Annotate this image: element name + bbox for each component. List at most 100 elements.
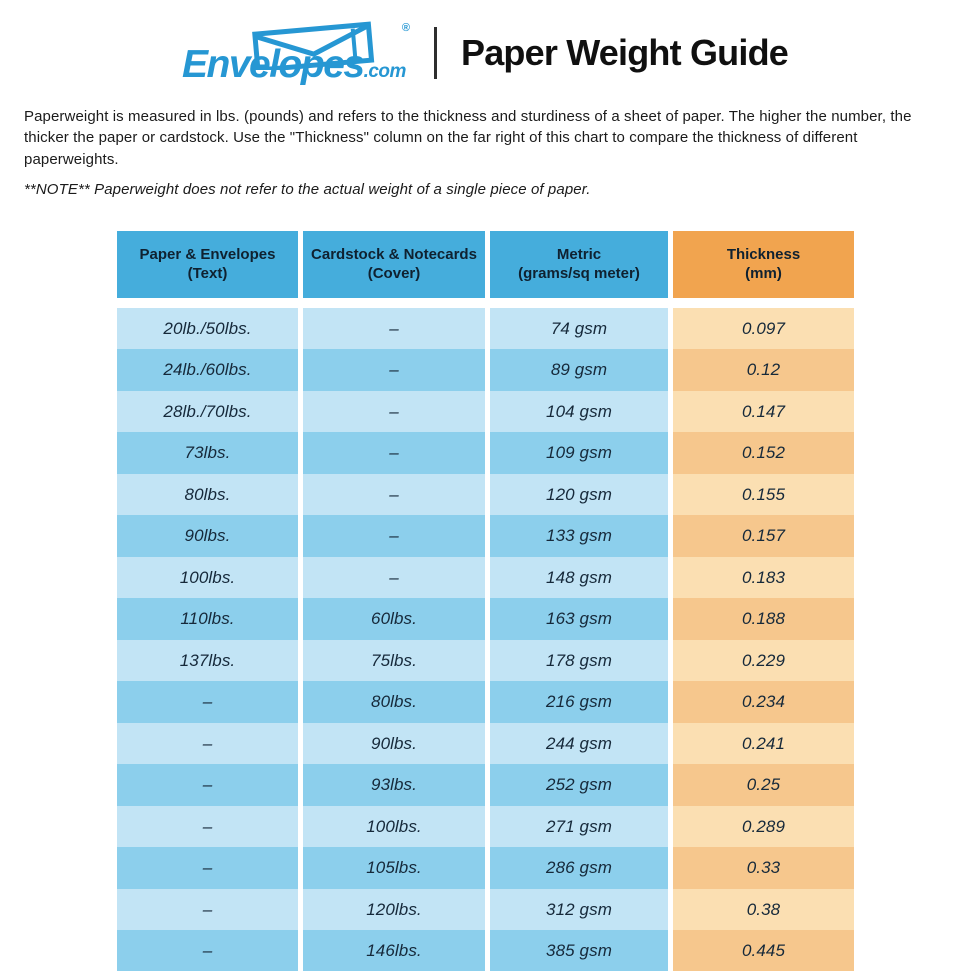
table-cell: 0.289 (673, 805, 854, 848)
table-cell: 271 gsm (490, 805, 668, 848)
table-row: –146lbs. 385 gsm 0.445 (117, 930, 854, 971)
table-cell: 90lbs. (117, 515, 298, 557)
table-cell: 89 gsm (490, 349, 668, 391)
column-subtitle: (Text) (187, 265, 228, 283)
table-cell: 0.234 (673, 681, 854, 723)
table-row: 24lb./60lbs. –89 gsm 0.12 (117, 349, 854, 391)
table-cell: 133 gsm (490, 515, 668, 557)
table-cell: 0.188 (673, 598, 854, 640)
table-cell: 252 gsm (490, 764, 668, 806)
table-cell: 163 gsm (490, 598, 668, 640)
table-row: 110lbs. 60lbs. 163 gsm 0.188 (117, 598, 854, 640)
table-cell: – (303, 432, 485, 474)
table-cell: – (117, 888, 298, 931)
table-cell: 0.183 (673, 556, 854, 599)
table-cell: 109 gsm (490, 432, 668, 474)
table-row: 137lbs. 75lbs. 178 gsm 0.229 (117, 639, 854, 682)
column-subtitle: (mm) (745, 265, 782, 283)
table-cell: 20lb./50lbs. (117, 307, 298, 350)
table-cell: 24lb./60lbs. (117, 349, 298, 391)
table-row: –105lbs. 286 gsm 0.33 (117, 847, 854, 889)
table-cell: 146lbs. (303, 930, 485, 971)
table-cell: 75lbs. (303, 639, 485, 682)
table-cell: 312 gsm (490, 888, 668, 931)
table-cell: 73lbs. (117, 432, 298, 474)
table-header-row: Paper & Envelopes (Text) Cardstock & Notec… (117, 230, 854, 298)
intro-note: **NOTE** Paperweight does not refer to t… (24, 180, 591, 198)
envelope-icon (252, 21, 375, 70)
column-header-1: Cardstock & Notecards (Cover) (303, 230, 485, 298)
page-title: Paper Weight Guide (461, 32, 789, 73)
table-cell: 244 gsm (490, 722, 668, 765)
table-cell: 0.229 (673, 639, 854, 682)
table-cell: – (303, 307, 485, 350)
table-cell: – (303, 556, 485, 599)
table-row: 80lbs. –120 gsm 0.155 (117, 473, 854, 516)
paper-weight-table: Paper & Envelopes (Text) Cardstock & Notec… (117, 230, 854, 971)
column-title: Thickness (726, 246, 801, 264)
table-cell: – (117, 722, 298, 765)
brand-tld: .com (363, 61, 407, 82)
table-cell: – (303, 349, 485, 391)
table-row: –120lbs. 312 gsm 0.38 (117, 888, 854, 931)
table-row: 28lb./70lbs. –104 gsm 0.147 (117, 390, 854, 433)
table-cell: 137lbs. (117, 639, 298, 682)
table-cell: 100lbs. (303, 805, 485, 848)
brand-word: Envelopes (182, 43, 365, 86)
table-cell: 0.241 (673, 722, 854, 765)
table-cell: 216 gsm (490, 681, 668, 723)
table-cell: 80lbs. (303, 681, 485, 723)
table-cell: – (117, 930, 298, 971)
header-divider (434, 27, 437, 79)
table-body: 20lb./50lbs. –74 gsm 0.097 24lb./60lbs. –89 … (117, 307, 854, 971)
table-cell: 90lbs. (303, 722, 485, 765)
table-cell: 385 gsm (490, 930, 668, 971)
column-header-0: Paper & Envelopes (Text) (117, 230, 298, 298)
table-cell: – (303, 473, 485, 516)
column-subtitle: (Cover) (367, 265, 421, 283)
table-cell: 60lbs. (303, 598, 485, 640)
table-cell: 0.155 (673, 473, 854, 516)
table-cell: 100lbs. (117, 556, 298, 599)
table-row: 100lbs. –148 gsm 0.183 (117, 556, 854, 599)
table-cell: 120lbs. (303, 888, 485, 931)
table-cell: 0.097 (673, 307, 854, 350)
table-cell: 80lbs. (117, 473, 298, 516)
table-cell: 0.12 (673, 349, 854, 391)
table-row: –100lbs. 271 gsm 0.289 (117, 805, 854, 848)
table-cell: – (303, 390, 485, 433)
intro-paragraph: Paperweight is measured in lbs. (pounds)… (24, 108, 912, 168)
table-row: –90lbs. 244 gsm 0.241 (117, 722, 854, 765)
table-row: –93lbs. 252 gsm 0.25 (117, 764, 854, 806)
table-cell: 74 gsm (490, 307, 668, 350)
table-cell: 105lbs. (303, 847, 485, 889)
column-header-2: Metric (grams/sq meter) (490, 230, 668, 298)
brand-logo: Envelopes.com ® (182, 20, 410, 86)
table-row: 90lbs. –133 gsm 0.157 (117, 515, 854, 557)
table-cell: 0.147 (673, 390, 854, 433)
table-cell: – (117, 681, 298, 723)
table-row: 20lb./50lbs. –74 gsm 0.097 (117, 307, 854, 350)
table-cell: 0.157 (673, 515, 854, 557)
table-cell: 28lb./70lbs. (117, 390, 298, 433)
table-cell: – (303, 515, 485, 557)
table-cell: 93lbs. (303, 764, 485, 806)
brand-name: Envelopes.com (182, 45, 406, 84)
table-cell: 0.38 (673, 888, 854, 931)
table-cell: 286 gsm (490, 847, 668, 889)
table-cell: 0.445 (673, 930, 854, 971)
table-cell: – (117, 764, 298, 806)
table-cell: 148 gsm (490, 556, 668, 599)
table-cell: 0.33 (673, 847, 854, 889)
table-cell: 104 gsm (490, 390, 668, 433)
table-row: 73lbs. –109 gsm 0.152 (117, 432, 854, 474)
table-cell: – (117, 847, 298, 889)
column-header-3: Thickness (mm) (673, 230, 854, 298)
table-row: –80lbs. 216 gsm 0.234 (117, 681, 854, 723)
table-cell: 120 gsm (490, 473, 668, 516)
table-cell: – (117, 805, 298, 848)
column-subtitle: (grams/sq meter) (518, 265, 640, 283)
column-title: Paper & Envelopes (139, 246, 276, 264)
header: Envelopes.com ® Paper Weight Guide (0, 0, 970, 90)
